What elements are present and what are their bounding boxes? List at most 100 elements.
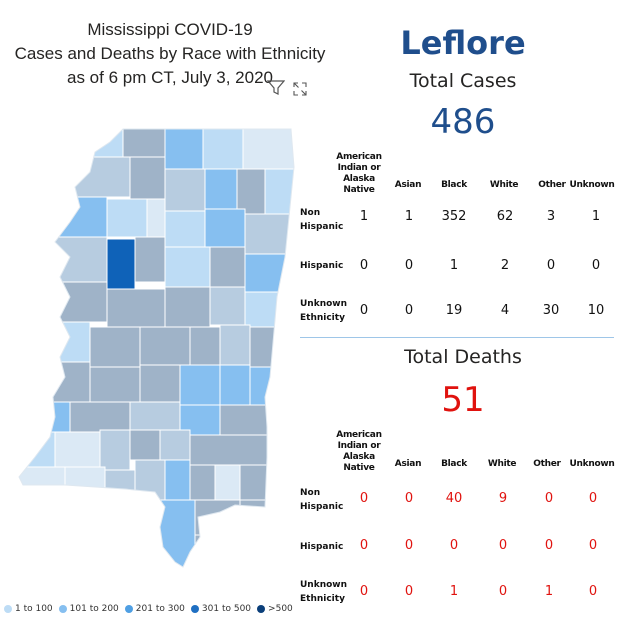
- table-cell: 4: [500, 303, 510, 318]
- col-header: Black: [441, 459, 467, 469]
- table-cell: 0: [588, 491, 598, 506]
- legend-item[interactable]: 201 to 300: [124, 604, 185, 614]
- county-tile[interactable]: [99, 429, 131, 471]
- row-label: Unknown Ethnicity: [300, 299, 348, 323]
- county-tile[interactable]: [244, 291, 300, 328]
- table-cell: 0: [404, 538, 414, 553]
- table-cell: 3: [546, 209, 556, 224]
- county-tile[interactable]: [194, 534, 300, 572]
- county-tile[interactable]: [164, 127, 204, 170]
- county-tile[interactable]: [164, 286, 211, 328]
- county-tile[interactable]: [219, 364, 251, 406]
- table-cell: 0: [404, 258, 414, 273]
- county-tile[interactable]: [24, 401, 71, 433]
- county-tile[interactable]: [189, 434, 300, 466]
- county-tile[interactable]: [134, 236, 166, 283]
- col-header: White: [489, 180, 519, 190]
- county-tile[interactable]: [264, 168, 300, 215]
- county-tile[interactable]: [139, 364, 181, 403]
- legend-swatch: [190, 605, 199, 613]
- county-tile[interactable]: [164, 210, 206, 248]
- county-tile[interactable]: [15, 466, 66, 498]
- col-header: Asian: [394, 180, 422, 190]
- county-tile[interactable]: [202, 127, 244, 170]
- county-tile[interactable]: [139, 326, 191, 366]
- county-tile[interactable]: [89, 326, 141, 368]
- county-tile[interactable]: [244, 253, 300, 293]
- table-cell: 1: [404, 209, 414, 224]
- county-tile[interactable]: [89, 366, 141, 403]
- county-tile[interactable]: [219, 324, 251, 366]
- county-tile[interactable]: [209, 286, 246, 326]
- section-divider: [300, 337, 614, 338]
- county-tile[interactable]: [189, 326, 221, 366]
- county-tile[interactable]: [54, 431, 101, 468]
- col-header: Unknown: [569, 180, 615, 190]
- county-leflore-selected[interactable]: [106, 238, 136, 290]
- county-tile[interactable]: [122, 127, 166, 158]
- county-tile[interactable]: [164, 168, 206, 212]
- county-tile[interactable]: [239, 464, 300, 501]
- col-header: American Indian or Alaska Native: [336, 152, 382, 195]
- table-cell: 0: [359, 538, 369, 553]
- county-tile[interactable]: [104, 469, 136, 501]
- table-cell: 0: [449, 538, 459, 553]
- table-cell: 40: [445, 491, 463, 506]
- table-cell: 0: [359, 584, 369, 599]
- table-cell: 0: [588, 538, 598, 553]
- table-cell: 352: [441, 209, 467, 224]
- total-cases-value: 486: [430, 102, 496, 142]
- county-tile[interactable]: [244, 213, 300, 255]
- title-line-3: as of 6 pm CT, July 3, 2020: [67, 68, 273, 87]
- county-tile[interactable]: [129, 156, 166, 200]
- county-tile[interactable]: [236, 168, 266, 215]
- county-tile[interactable]: [134, 459, 166, 501]
- county-tile[interactable]: [179, 364, 221, 406]
- mississippi-county-map[interactable]: [15, 127, 300, 572]
- legend-swatch: [124, 605, 133, 613]
- legend-item[interactable]: >500: [257, 604, 293, 614]
- legend-swatch: [257, 605, 266, 613]
- legend-item[interactable]: 301 to 500: [190, 604, 251, 614]
- total-cases-title: Total Cases: [409, 70, 517, 92]
- col-header: White: [487, 459, 517, 469]
- table-cell: 0: [588, 584, 598, 599]
- table-cell: 1: [449, 258, 459, 273]
- filter-icon[interactable]: [267, 80, 285, 96]
- county-tile[interactable]: [249, 366, 300, 406]
- county-tile[interactable]: [64, 466, 106, 498]
- legend-item[interactable]: 1 to 100: [4, 604, 53, 614]
- county-tile[interactable]: [15, 431, 56, 468]
- county-tile[interactable]: [189, 464, 216, 501]
- county-tile[interactable]: [214, 464, 241, 501]
- county-tile[interactable]: [44, 236, 108, 283]
- table-cell: 1: [544, 584, 554, 599]
- expand-icon[interactable]: [293, 82, 307, 96]
- county-name: Leflore: [400, 24, 526, 62]
- county-tile[interactable]: [129, 429, 161, 461]
- county-tile[interactable]: [129, 401, 181, 431]
- county-tile[interactable]: [164, 246, 211, 288]
- county-tile[interactable]: [194, 499, 241, 536]
- county-tile[interactable]: [159, 429, 191, 461]
- county-tile[interactable]: [69, 401, 131, 433]
- county-tile[interactable]: [209, 246, 246, 288]
- county-tile[interactable]: [146, 198, 166, 238]
- county-tile[interactable]: [164, 459, 191, 501]
- county-tile[interactable]: [74, 156, 131, 198]
- county-tile[interactable]: [204, 208, 246, 248]
- county-tile[interactable]: [74, 127, 124, 158]
- county-tile[interactable]: [106, 288, 166, 328]
- legend-item[interactable]: 101 to 200: [58, 604, 119, 614]
- total-deaths-title: Total Deaths: [404, 346, 522, 368]
- county-tile[interactable]: [204, 168, 238, 210]
- county-tile[interactable]: [219, 404, 300, 436]
- county-tile[interactable]: [249, 326, 300, 368]
- col-header: Other: [533, 459, 561, 469]
- county-tile[interactable]: [44, 281, 108, 323]
- legend-swatch: [58, 605, 67, 613]
- col-header: Unknown: [569, 459, 615, 469]
- table-cell: 0: [546, 258, 556, 273]
- county-tile[interactable]: [106, 198, 148, 238]
- county-tile[interactable]: [239, 499, 300, 536]
